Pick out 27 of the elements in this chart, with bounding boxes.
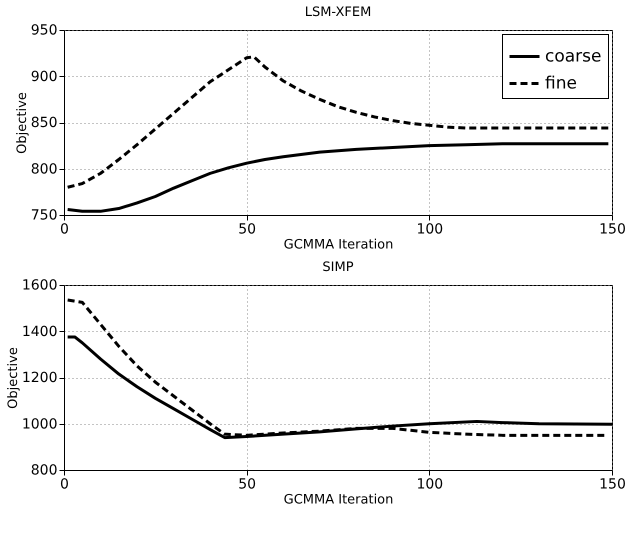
chart-title: LSM-XFEM [304,5,372,20]
x-tick-label: 150 [599,476,626,492]
x-tick-label: 0 [60,476,69,492]
x-tick-label: 100 [416,476,444,492]
y-axis-title: Objective [6,347,21,409]
y-tick-label: 800 [30,161,58,178]
y-axis-title: Objective [14,92,30,154]
y-tick-label: 850 [30,115,58,131]
x-tick-label: 100 [416,222,444,238]
x-tick-label: 0 [60,222,69,238]
x-tick-label: 150 [599,222,626,238]
y-tick-label: 1000 [22,416,58,432]
chart-title: SIMP [322,260,354,275]
y-tick-label: 800 [30,462,58,478]
y-tick-label: 900 [30,68,58,85]
y-tick-label: 1200 [22,370,58,386]
x-tick-label: 50 [238,222,256,238]
y-tick-label: 1600 [22,278,58,294]
legend-label: coarse [545,46,602,66]
y-tick-label: 750 [30,208,58,224]
line-series [66,142,610,213]
legend-label: fine [545,74,577,94]
x-axis-title: GCMMA Iteration [284,238,394,252]
y-tick-label: 1400 [22,324,58,340]
y-tick-label: 950 [30,22,58,38]
x-tick-label: 50 [238,476,256,492]
x-axis-title: GCMMA Iteration [284,492,394,508]
